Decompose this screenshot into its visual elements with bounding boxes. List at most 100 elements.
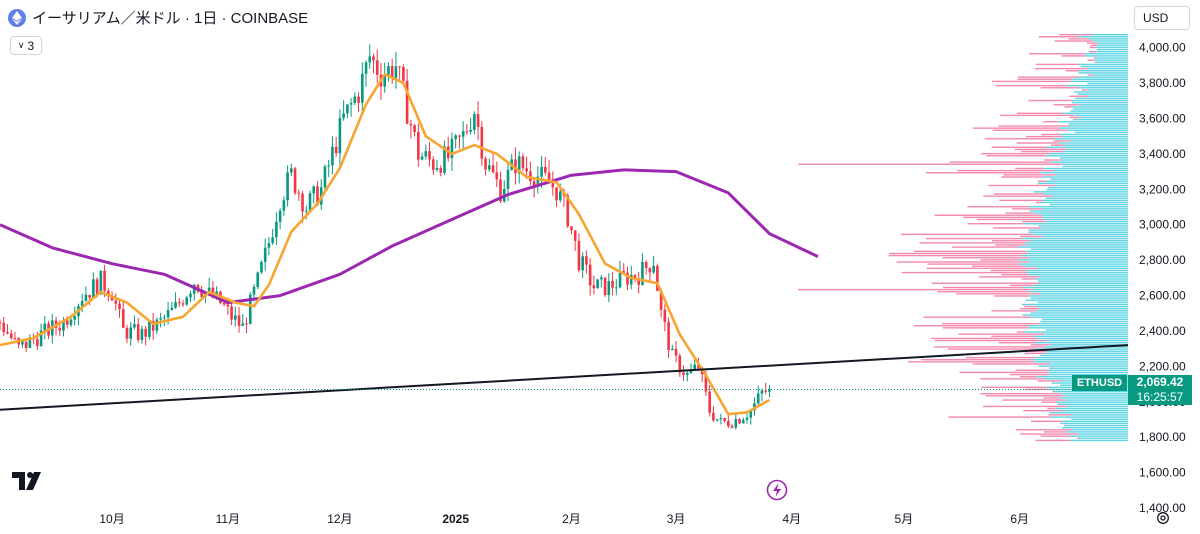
volume-profile-bar-down [1069, 95, 1089, 97]
candle-body [181, 303, 185, 305]
volume-profile-bar-up [1034, 361, 1128, 363]
volume-profile-bar-down [1081, 89, 1088, 91]
volume-profile-bar-down [798, 288, 1032, 291]
volume-profile-bar-down [965, 356, 1036, 359]
volume-profile-bar-up [1042, 208, 1128, 210]
volume-profile-bar-up [1035, 310, 1128, 312]
volume-profile-bar-up [1079, 87, 1128, 89]
volume-profile-bar-down [914, 250, 1026, 253]
volume-profile-bar-down [1015, 429, 1073, 431]
indicators-toggle-button[interactable]: ∨ 3 [10, 36, 42, 55]
candle-body [133, 324, 136, 328]
volume-profile-bar-up [1065, 399, 1128, 401]
volume-profile-bar-up [1059, 127, 1128, 129]
volume-profile-bar-up [1062, 135, 1128, 138]
candle-body [547, 172, 551, 184]
candle-body [674, 348, 678, 356]
candle-body [659, 291, 663, 310]
volume-profile-bar-up [1068, 129, 1128, 131]
volume-profile-bar-up [1047, 186, 1128, 189]
volume-profile-bar-up [1062, 163, 1128, 165]
volume-profile-bar-down [901, 271, 1027, 274]
volume-profile-bar-down [1030, 344, 1051, 346]
volume-profile-bar-down [1009, 373, 1049, 376]
candle-body [764, 390, 768, 392]
tradingview-logo-icon[interactable] [12, 472, 46, 495]
currency-label: USD [1143, 11, 1169, 25]
candle-body [189, 293, 192, 298]
candle-body [323, 166, 327, 188]
settings-gear-icon[interactable] [1156, 511, 1170, 530]
volume-profile-bar-up [1058, 121, 1128, 123]
candle-body [144, 328, 147, 337]
candle-body [689, 369, 693, 374]
x-tick-label: 6月 [1010, 512, 1029, 526]
volume-profile-bar-up [1030, 312, 1128, 314]
volume-profile-bar-down [1072, 118, 1075, 121]
volume-profile-bar-up [1028, 257, 1128, 259]
candle-body [304, 210, 308, 212]
candle-body [704, 374, 708, 392]
volume-profile-bar-down [1016, 142, 1060, 144]
volume-profile-bar-down [1057, 403, 1060, 406]
candle-body [603, 277, 607, 296]
candle-body [338, 118, 342, 154]
volume-profile-bar-down [1047, 407, 1056, 410]
volume-profile-bar-up [1078, 36, 1128, 38]
volume-profile-bar-down [1093, 57, 1096, 59]
volume-profile-bar-down [1005, 212, 1035, 214]
candle-body [641, 261, 644, 285]
lightning-bolt-icon[interactable] [766, 479, 788, 506]
volume-profile-bar-up [1065, 424, 1128, 427]
volume-profile-bar-down [994, 295, 1029, 297]
volume-profile-bar-up [1023, 265, 1128, 267]
volume-profile-bar-up [1049, 363, 1128, 365]
volume-profile-bar-down [931, 282, 1039, 284]
volume-profile-bar-up [1024, 242, 1128, 244]
volume-profile-bar-down [1036, 63, 1079, 66]
candle-body [166, 310, 170, 318]
candle-body [327, 165, 330, 167]
volume-profile-bar-down [889, 252, 1028, 255]
volume-profile-bar-down [991, 240, 1031, 242]
candle-body [151, 320, 155, 331]
volume-profile-bar-up [1087, 67, 1128, 70]
candle-body [402, 67, 405, 81]
volume-profile-bar-down [976, 218, 1044, 221]
candle-body [738, 419, 741, 424]
candle-body [521, 156, 525, 169]
candle-body [118, 303, 121, 310]
volume-profile-bar-down [1001, 176, 1043, 178]
candle-body [293, 168, 297, 193]
candle-body [0, 322, 2, 324]
candle-body [532, 181, 536, 187]
volume-profile-bar-down [1002, 399, 1066, 401]
candle-body [656, 265, 659, 292]
volume-profile-bar-up [1045, 329, 1128, 331]
candle-body [394, 66, 398, 78]
volume-profile-bar-down [972, 363, 1050, 365]
candle-body [618, 271, 622, 288]
volume-profile-bar-up [1096, 44, 1128, 46]
volume-profile-bar-down [926, 267, 1038, 270]
volume-profile-bar-up [1095, 46, 1128, 49]
volume-profile-bar-up [1079, 104, 1128, 106]
candle-body [121, 309, 125, 328]
candle-body [349, 102, 353, 105]
volume-profile-bar-up [1046, 339, 1128, 342]
candle-body [741, 419, 745, 424]
volume-profile-bar-up [1029, 261, 1128, 263]
volume-profile-bar-down [980, 259, 1019, 261]
volume-profile-bar-down [1015, 167, 1045, 170]
volume-profile-bar-up [1030, 297, 1128, 299]
volume-profile-bar-down [1017, 78, 1072, 80]
volume-profile-bar-down [998, 342, 1036, 344]
indicator-count: 3 [27, 38, 35, 53]
currency-selector[interactable]: USD [1134, 6, 1190, 30]
candle-body [290, 168, 293, 173]
candle-body [383, 75, 387, 87]
candle-body [84, 294, 88, 301]
candle-body [644, 261, 648, 268]
symbol-title[interactable]: イーサリアム／米ドル · 1日 · COINBASE [32, 10, 309, 27]
